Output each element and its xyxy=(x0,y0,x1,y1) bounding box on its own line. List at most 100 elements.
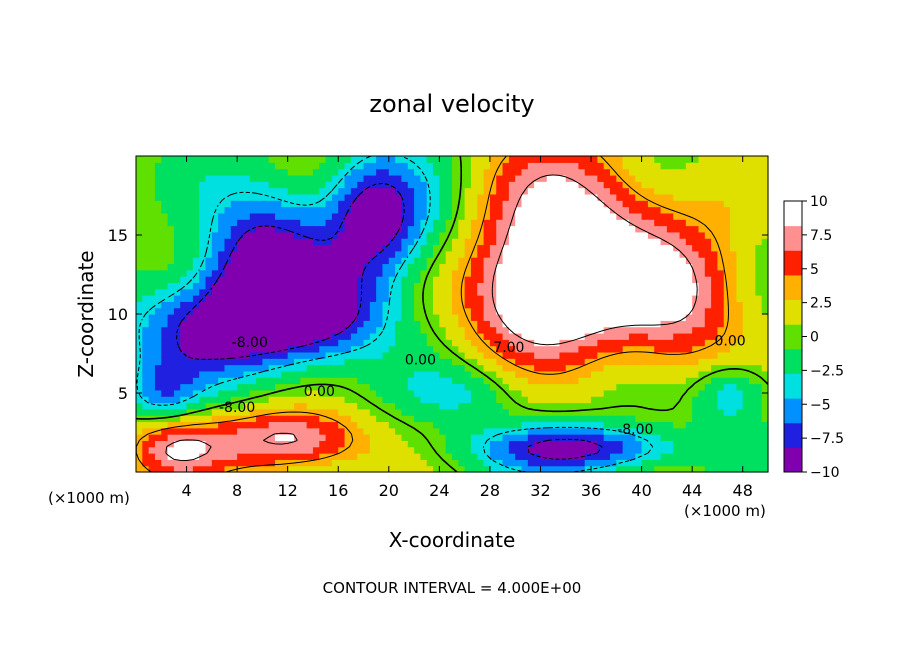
heatmap-cell xyxy=(325,440,333,448)
heatmap-cell xyxy=(211,326,219,334)
heatmap-cell xyxy=(173,351,181,359)
heatmap-cell xyxy=(148,408,156,416)
heatmap-cell xyxy=(452,295,459,302)
heatmap-cell xyxy=(243,181,251,189)
heatmap-cell xyxy=(584,250,592,258)
heatmap-cell xyxy=(325,295,333,302)
heatmap-cell xyxy=(344,453,352,460)
heatmap-cell xyxy=(692,364,700,372)
heatmap-cell xyxy=(180,440,188,448)
heatmap-cell xyxy=(635,174,643,182)
heatmap-cell xyxy=(711,295,719,302)
heatmap-cell xyxy=(173,231,181,239)
heatmap-cell xyxy=(148,295,156,302)
heatmap-cell xyxy=(742,389,750,397)
heatmap-cell xyxy=(268,269,276,277)
heatmap-cell xyxy=(508,250,516,258)
heatmap-cell xyxy=(508,383,516,391)
heatmap-cell xyxy=(407,219,415,227)
heatmap-cell xyxy=(578,193,586,201)
heatmap-cell xyxy=(192,174,200,182)
heatmap-cell xyxy=(186,377,194,385)
heatmap-cell xyxy=(641,181,649,189)
heatmap-cell xyxy=(723,301,731,309)
heatmap-cell xyxy=(730,193,737,201)
heatmap-cell xyxy=(439,282,447,290)
heatmap-cell xyxy=(591,187,598,195)
heatmap-cell xyxy=(692,408,700,416)
heatmap-cell xyxy=(148,421,156,429)
heatmap-cell xyxy=(192,364,200,372)
heatmap-cell xyxy=(660,244,668,252)
heatmap-cell xyxy=(445,288,453,296)
heatmap-cell xyxy=(344,193,352,201)
heatmap-cell xyxy=(698,307,706,315)
heatmap-cell xyxy=(489,370,497,378)
heatmap-cell xyxy=(736,446,744,454)
heatmap-cell xyxy=(578,238,586,246)
heatmap-cell xyxy=(565,238,573,246)
heatmap-cell xyxy=(281,174,289,182)
heatmap-cell xyxy=(723,332,731,340)
heatmap-cell xyxy=(527,282,535,290)
heatmap-cell xyxy=(685,288,693,296)
heatmap-cell xyxy=(565,453,573,460)
heatmap-cell xyxy=(218,263,226,271)
heatmap-cell xyxy=(249,383,257,391)
heatmap-cell xyxy=(224,383,232,391)
heatmap-cell xyxy=(496,187,504,195)
heatmap-cell xyxy=(426,206,434,214)
heatmap-cell xyxy=(350,465,358,473)
heatmap-cell xyxy=(527,187,535,195)
heatmap-cell xyxy=(331,364,339,372)
heatmap-cell xyxy=(331,396,339,404)
heatmap-cell xyxy=(192,427,200,435)
heatmap-cell xyxy=(199,396,207,404)
heatmap-cell xyxy=(559,320,567,328)
heatmap-cell xyxy=(452,453,459,460)
heatmap-cell xyxy=(414,396,421,404)
heatmap-cell xyxy=(338,307,346,315)
heatmap-cell xyxy=(382,269,390,277)
heatmap-cell xyxy=(154,244,162,252)
heatmap-cell xyxy=(186,345,194,353)
heatmap-cell xyxy=(464,187,472,195)
heatmap-cell xyxy=(527,383,535,391)
heatmap-cell xyxy=(755,364,763,372)
heatmap-cell xyxy=(186,364,194,372)
heatmap-cell xyxy=(483,162,491,170)
heatmap-cell xyxy=(331,276,339,283)
heatmap-cell xyxy=(654,288,662,296)
heatmap-cell xyxy=(312,295,320,302)
heatmap-cell xyxy=(572,168,579,176)
heatmap-cell xyxy=(591,396,598,404)
heatmap-cell xyxy=(540,408,548,416)
heatmap-cell xyxy=(584,440,592,448)
heatmap-cell xyxy=(692,459,700,467)
heatmap-cell xyxy=(388,320,396,328)
heatmap-cell xyxy=(224,415,232,423)
heatmap-cell xyxy=(369,200,377,208)
heatmap-cell xyxy=(420,415,428,423)
heatmap-cell xyxy=(647,206,655,214)
heatmap-cell xyxy=(761,320,769,328)
heatmap-cell xyxy=(584,345,592,353)
heatmap-cell xyxy=(167,238,175,246)
heatmap-cell xyxy=(654,225,662,233)
heatmap-cell xyxy=(470,351,478,359)
heatmap-cell xyxy=(199,174,207,182)
heatmap-cell xyxy=(597,257,605,265)
heatmap-cell xyxy=(603,231,611,239)
heatmap-cell xyxy=(325,421,333,429)
heatmap-cell xyxy=(736,276,744,283)
heatmap-cell xyxy=(199,332,207,340)
heatmap-cell xyxy=(376,364,384,372)
heatmap-cell xyxy=(521,314,529,321)
heatmap-cell xyxy=(173,320,181,328)
heatmap-cell xyxy=(388,370,396,378)
heatmap-cell xyxy=(382,396,390,404)
heatmap-cell xyxy=(647,364,655,372)
heatmap-cell xyxy=(565,326,573,334)
heatmap-cell xyxy=(357,453,365,460)
heatmap-cell xyxy=(154,295,162,302)
